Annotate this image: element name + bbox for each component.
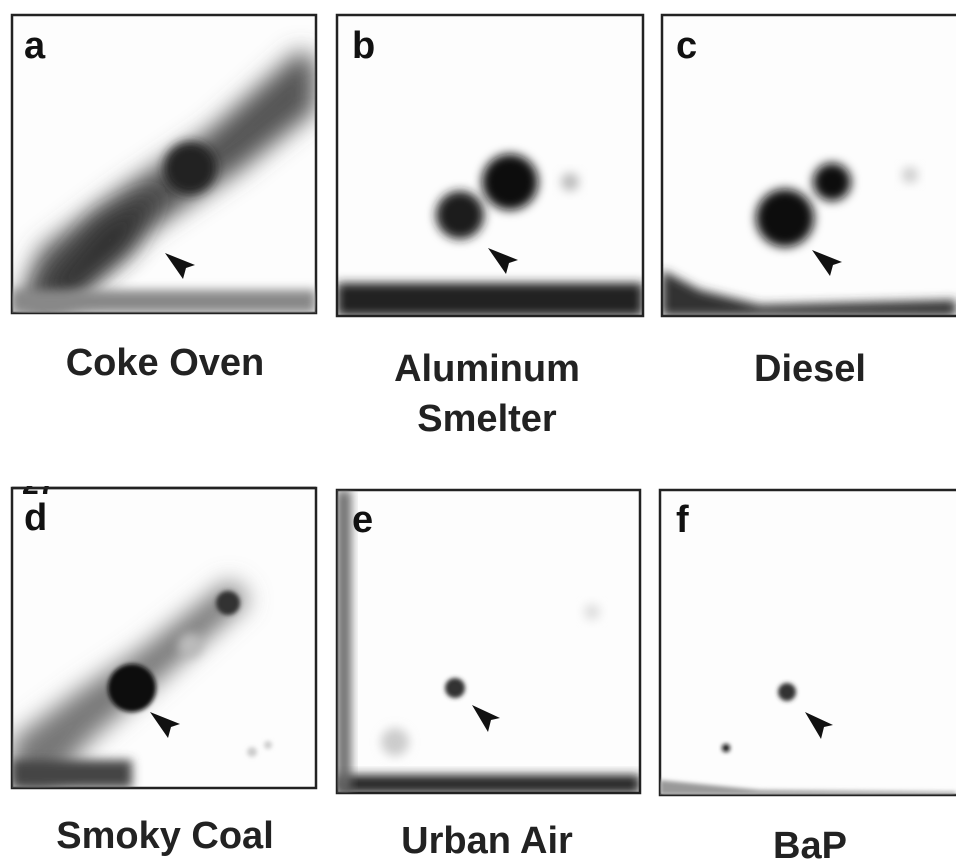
crop [10, 470, 90, 486]
panel-caption: Smoky Coal [56, 815, 274, 857]
panel-e: e [335, 488, 642, 795]
panel-letter: e [352, 499, 373, 541]
panel-letter: d [24, 497, 47, 539]
arrowhead [812, 250, 842, 276]
autoradiogram [337, 490, 640, 793]
panel-caption: Coke Oven [66, 342, 265, 384]
panel-frame [660, 13, 956, 318]
panel-caption: Urban Air [401, 820, 573, 862]
panel-d: d 27 [10, 468, 318, 790]
autoradiogram [660, 683, 956, 795]
panel-c: c [660, 13, 956, 318]
arrowhead [488, 248, 518, 274]
panel-frame [658, 488, 956, 797]
panel-caption: BaP [773, 825, 847, 863]
panel-a: a [10, 13, 318, 315]
panel-f: f [658, 488, 956, 797]
autoradiogram [12, 580, 272, 788]
arrowhead [165, 253, 195, 279]
panel-letter: c [676, 25, 697, 67]
arrowhead [472, 705, 500, 732]
panel-caption: Smelter [417, 398, 557, 440]
arrowhead [805, 712, 833, 739]
autoradiogram [337, 154, 643, 316]
arrowhead [150, 712, 180, 738]
panel-letter: a [24, 25, 46, 67]
panel-caption: Aluminum [394, 348, 580, 390]
panel-caption: Diesel [754, 348, 866, 390]
autoradiogram [662, 163, 956, 316]
panel-letter: f [676, 499, 689, 541]
panel-letter: b [352, 25, 375, 67]
autoradiogram [12, 50, 316, 313]
panel-b: b [335, 13, 645, 318]
